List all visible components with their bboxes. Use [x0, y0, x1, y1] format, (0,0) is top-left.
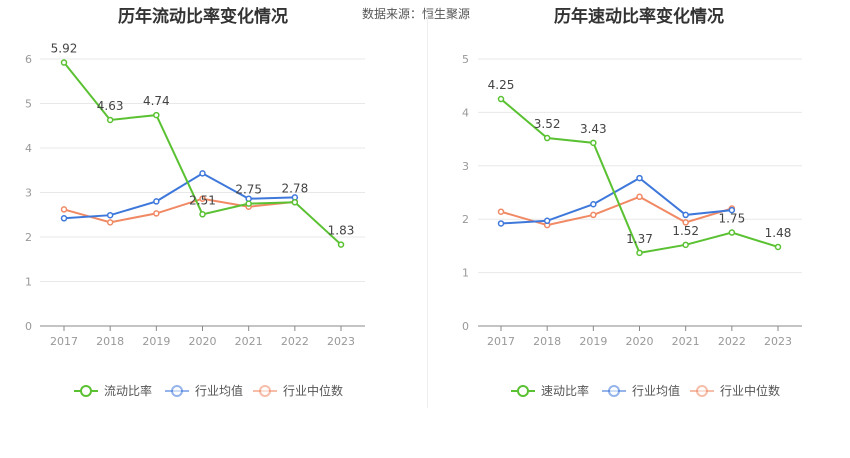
data-point [682, 219, 689, 226]
data-point [682, 241, 689, 249]
data-source: 数据来源：恒生聚源 [362, 5, 470, 22]
data-point [106, 116, 114, 124]
chart-title-current-ratio: 历年流动比率变化情况 [118, 7, 288, 27]
data-point [60, 206, 68, 213]
legend-marker [171, 385, 183, 397]
data-point [590, 139, 597, 147]
y-tick-label: 2 [462, 213, 469, 226]
chart-title-quick-ratio: 历年速动比率变化情况 [554, 7, 724, 27]
data-label: 1.75 [718, 212, 745, 226]
data-label: 1.48 [765, 226, 792, 240]
data-point [199, 170, 206, 177]
series-line [63, 197, 295, 224]
data-point [543, 134, 551, 142]
data-label: 5.92 [51, 42, 78, 56]
data-point [636, 193, 643, 201]
legend-marker [517, 385, 529, 397]
data-point [153, 198, 160, 205]
data-point [590, 200, 597, 208]
legend-label: 行业均值 [195, 383, 243, 398]
y-tick-label: 6 [25, 53, 32, 66]
data-point [199, 195, 206, 202]
data-point [60, 215, 68, 222]
legend-label: 行业中位数 [720, 383, 780, 398]
data-label: 4.25 [488, 78, 515, 92]
x-tick-label: 2022 [718, 335, 746, 348]
data-point [337, 241, 345, 248]
legend-marker [608, 385, 620, 397]
y-tick-label: 4 [462, 106, 469, 119]
x-tick-label: 2018 [533, 335, 561, 348]
y-tick-label: 0 [462, 320, 469, 333]
x-tick-label: 2019 [579, 335, 607, 348]
data-point [60, 59, 68, 66]
y-tick-label: 1 [25, 276, 32, 289]
series-line [500, 195, 733, 227]
legend-label: 行业中位数 [283, 383, 343, 398]
x-tick-label: 2017 [487, 335, 515, 348]
series-line [63, 172, 295, 220]
x-tick-label: 2021 [672, 335, 700, 348]
legend-marker [696, 385, 708, 397]
legend-marker [80, 385, 92, 397]
y-tick-label: 1 [462, 267, 469, 280]
data-label: 4.74 [143, 94, 170, 108]
data-label: 2.75 [235, 183, 262, 197]
data-label: 4.63 [97, 99, 124, 113]
data-point [728, 229, 736, 236]
x-tick-label: 2019 [142, 335, 170, 348]
data-point [636, 249, 643, 257]
y-tick-label: 4 [25, 142, 32, 155]
data-point [543, 217, 551, 225]
data-point [682, 211, 689, 219]
data-point [774, 243, 782, 251]
x-tick-label: 2022 [281, 335, 309, 348]
series-line [500, 176, 732, 225]
data-point [245, 200, 252, 207]
data-label: 2.51 [189, 193, 216, 207]
data-source-label: 数据来源： [362, 7, 423, 21]
legend-label: 行业均值 [632, 383, 680, 398]
data-point [291, 199, 299, 206]
data-point [153, 210, 160, 217]
data-point [106, 211, 114, 219]
data-label: 2.78 [281, 181, 308, 195]
y-tick-label: 3 [25, 187, 32, 200]
data-point [199, 211, 206, 218]
data-label: 3.52 [534, 117, 561, 131]
legend-label: 速动比率 [541, 383, 589, 398]
y-tick-label: 5 [462, 53, 469, 66]
data-point [636, 174, 643, 182]
data-point [497, 220, 505, 227]
data-point [497, 95, 505, 103]
data-point [590, 211, 597, 219]
x-tick-label: 2020 [626, 335, 654, 348]
y-tick-label: 2 [25, 231, 32, 244]
data-point [497, 208, 505, 215]
x-tick-label: 2023 [764, 335, 792, 348]
y-tick-label: 5 [25, 98, 32, 111]
x-tick-label: 2021 [235, 335, 263, 348]
legend-marker [259, 385, 271, 397]
y-tick-label: 0 [25, 320, 32, 333]
legend-label: 流动比率 [104, 383, 152, 398]
x-tick-label: 2020 [189, 335, 217, 348]
data-point [153, 111, 160, 119]
x-tick-label: 2017 [50, 335, 78, 348]
data-point [728, 206, 736, 214]
chart-divider [427, 12, 428, 408]
data-label: 1.37 [626, 232, 653, 246]
data-label: 1.83 [328, 224, 355, 238]
data-label: 3.43 [580, 122, 607, 136]
data-point [106, 219, 114, 226]
data-label: 1.52 [672, 224, 699, 238]
x-tick-label: 2023 [327, 335, 355, 348]
y-tick-label: 3 [462, 160, 469, 173]
x-tick-label: 2018 [96, 335, 124, 348]
data-source-name: 恒生聚源 [422, 7, 471, 21]
